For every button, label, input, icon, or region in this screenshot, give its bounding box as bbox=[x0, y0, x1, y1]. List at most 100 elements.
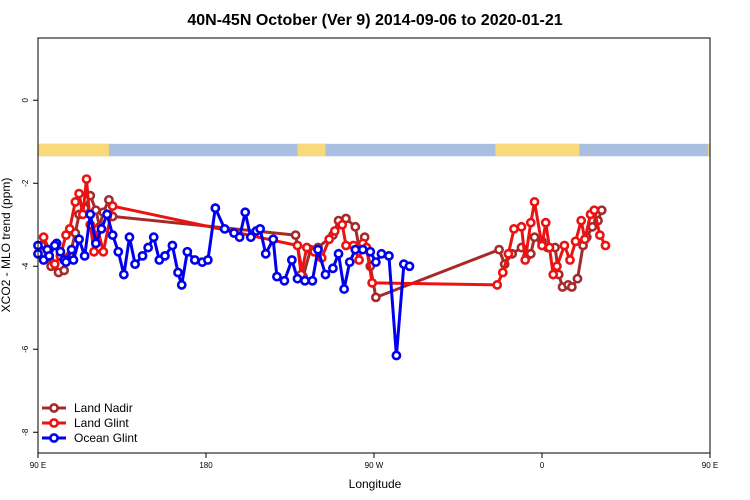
data-point-ocean-glint bbox=[74, 234, 84, 245]
data-point-land-glint bbox=[81, 174, 92, 184]
y-tick-label: -2 bbox=[21, 179, 30, 187]
data-point-land-glint bbox=[367, 277, 378, 288]
series-layer bbox=[33, 174, 611, 361]
data-point-ocean-glint bbox=[113, 246, 124, 257]
data-point-ocean-glint bbox=[328, 263, 338, 274]
data-point-land-glint bbox=[107, 201, 118, 211]
data-point-ocean-glint bbox=[344, 257, 355, 267]
data-point-land-glint bbox=[492, 280, 503, 290]
data-point-land-nadir bbox=[494, 244, 504, 255]
data-point-land-glint bbox=[552, 261, 562, 272]
data-point-land-glint bbox=[580, 234, 590, 245]
x-axis-label: Longitude bbox=[349, 477, 402, 491]
legend-swatch-marker bbox=[49, 418, 59, 428]
data-point-ocean-glint bbox=[160, 250, 170, 261]
chart-title: 40N-45N October (Ver 9) 2014-09-06 to 20… bbox=[187, 12, 562, 29]
data-point-ocean-glint bbox=[68, 255, 79, 265]
data-point-land-glint bbox=[503, 248, 514, 259]
data-point-ocean-glint bbox=[182, 246, 193, 257]
data-point-land-nadir bbox=[529, 232, 540, 243]
data-point-ocean-glint bbox=[404, 261, 415, 272]
data-point-land-glint bbox=[89, 246, 99, 257]
data-point-land-glint bbox=[529, 197, 540, 207]
data-point-land-glint bbox=[341, 240, 351, 251]
x-tick-label: 90 W bbox=[365, 461, 384, 470]
data-point-ocean-glint bbox=[90, 238, 101, 249]
data-point-land-glint bbox=[354, 255, 364, 265]
data-point-land-nadir bbox=[350, 221, 361, 232]
series-ocean-glint bbox=[33, 202, 415, 361]
data-point-ocean-glint bbox=[333, 248, 344, 259]
data-point-ocean-glint bbox=[176, 280, 187, 290]
legend-label: Ocean Glint bbox=[74, 431, 138, 445]
y-axis: 0 -2 -4 -6 -8 bbox=[21, 97, 38, 436]
data-point-ocean-glint bbox=[339, 284, 350, 294]
legend-item-land-nadir: Land Nadir bbox=[42, 401, 133, 415]
data-point-land-glint bbox=[329, 226, 340, 236]
data-point-ocean-glint bbox=[96, 223, 107, 234]
ocean-band bbox=[38, 143, 710, 157]
data-point-ocean-glint bbox=[320, 269, 331, 280]
data-point-ocean-glint bbox=[391, 350, 402, 361]
data-point-land-glint bbox=[576, 215, 587, 226]
data-point-land-glint bbox=[520, 255, 531, 265]
data-point-ocean-glint bbox=[357, 244, 368, 255]
x-axis: 90 E 180 90 W 0 90 E bbox=[30, 453, 718, 470]
data-point-land-glint bbox=[544, 242, 555, 253]
data-point-ocean-glint bbox=[148, 232, 159, 243]
data-point-ocean-glint bbox=[268, 234, 279, 245]
data-point-ocean-glint bbox=[365, 246, 376, 257]
data-point-ocean-glint bbox=[118, 269, 129, 280]
y-tick-label: 0 bbox=[21, 97, 30, 102]
data-point-land-glint bbox=[324, 234, 335, 245]
data-point-land-glint bbox=[516, 221, 527, 232]
data-point-ocean-glint bbox=[44, 250, 55, 261]
legend-item-ocean-glint: Ocean Glint bbox=[42, 431, 138, 445]
data-point-ocean-glint bbox=[202, 255, 213, 265]
data-point-land-glint bbox=[570, 236, 581, 247]
data-point-ocean-glint bbox=[234, 232, 245, 243]
data-point-land-nadir bbox=[596, 205, 607, 216]
data-point-land-glint bbox=[594, 230, 605, 241]
data-point-ocean-glint bbox=[66, 244, 77, 255]
data-point-ocean-glint bbox=[85, 209, 96, 220]
land-band-segment bbox=[708, 143, 710, 157]
y-tick-label: -4 bbox=[21, 262, 30, 270]
land-sea-band bbox=[38, 143, 710, 157]
data-point-ocean-glint bbox=[137, 250, 148, 261]
data-point-land-glint bbox=[74, 188, 84, 199]
data-point-ocean-glint bbox=[55, 246, 66, 257]
data-point-land-glint bbox=[540, 217, 551, 228]
data-point-land-glint bbox=[292, 240, 303, 251]
data-point-ocean-glint bbox=[307, 275, 318, 286]
data-point-ocean-glint bbox=[350, 244, 361, 255]
data-point-ocean-glint bbox=[292, 273, 303, 284]
data-point-land-glint bbox=[565, 255, 575, 265]
data-point-ocean-glint bbox=[130, 259, 140, 270]
data-point-land-nadir bbox=[370, 292, 381, 303]
data-point-ocean-glint bbox=[49, 240, 60, 251]
data-point-ocean-glint bbox=[384, 250, 394, 261]
data-point-land-glint bbox=[497, 267, 508, 278]
data-point-ocean-glint bbox=[143, 242, 154, 253]
data-point-ocean-glint bbox=[300, 275, 310, 286]
data-point-ocean-glint bbox=[286, 255, 297, 265]
data-point-ocean-glint bbox=[376, 248, 387, 259]
x-tick-label: 0 bbox=[540, 461, 545, 470]
data-point-ocean-glint bbox=[272, 271, 282, 282]
data-point-ocean-glint bbox=[173, 267, 183, 278]
data-point-ocean-glint bbox=[313, 244, 323, 255]
data-point-ocean-glint bbox=[107, 230, 118, 241]
legend-swatch-marker bbox=[49, 403, 59, 413]
data-point-land-glint bbox=[525, 217, 536, 228]
data-point-land-glint bbox=[77, 209, 88, 220]
data-point-ocean-glint bbox=[124, 232, 135, 243]
data-point-land-nadir bbox=[566, 282, 577, 292]
data-point-ocean-glint bbox=[189, 255, 200, 265]
data-point-land-nadir bbox=[572, 273, 583, 284]
data-point-ocean-glint bbox=[255, 223, 266, 234]
data-point-land-glint bbox=[38, 232, 49, 243]
data-point-land-glint bbox=[548, 269, 559, 280]
data-point-land-glint bbox=[70, 197, 81, 207]
